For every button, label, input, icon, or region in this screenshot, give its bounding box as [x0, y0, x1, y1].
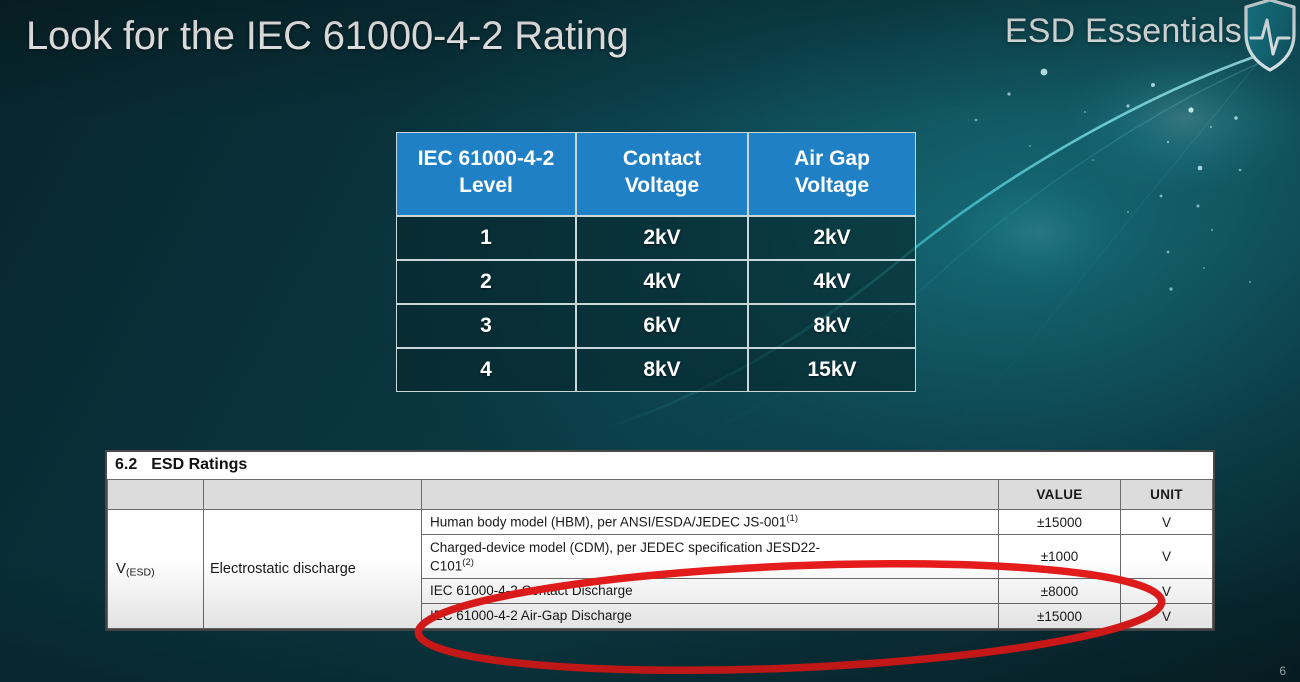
cell-airgap: 8kV: [748, 303, 916, 348]
cell-contact: 4kV: [576, 259, 748, 304]
cell-contact: 8kV: [576, 347, 748, 392]
cell-unit: V: [1120, 534, 1213, 580]
cell-value: ±8000: [998, 578, 1121, 605]
header-blank-3: [421, 479, 999, 510]
page-title: Look for the IEC 61000-4-2 Rating: [26, 14, 629, 58]
cell-description: Human body model (HBM), per ANSI/ESDA/JE…: [421, 508, 999, 536]
cell-contact: 2kV: [576, 215, 748, 260]
esd-ratings-table: VALUE UNIT V(ESD) Electrostatic discharg…: [107, 479, 1213, 630]
cell-level: 1: [396, 215, 576, 260]
header-blank-1: [107, 479, 204, 510]
cell-unit: V: [1120, 603, 1213, 630]
datasheet-header-row: VALUE UNIT: [107, 479, 1213, 510]
header-air-gap-voltage: Air Gap Voltage: [748, 132, 916, 216]
cell-description: Charged-device model (CDM), per JEDEC sp…: [421, 534, 999, 580]
cell-contact: 6kV: [576, 303, 748, 348]
cell-value: ±1000: [998, 534, 1121, 580]
cell-value: ±15000: [998, 603, 1121, 630]
cell-level: 3: [396, 303, 576, 348]
cell-unit: V: [1120, 578, 1213, 605]
iec-level-table: IEC 61000-4-2 Level Contact Voltage Air …: [396, 132, 916, 392]
page-number: 6: [1279, 664, 1286, 678]
header-unit: UNIT: [1120, 479, 1213, 510]
header-iec-level: IEC 61000-4-2 Level: [396, 132, 576, 216]
cell-symbol: V(ESD): [107, 508, 204, 630]
cell-airgap: 4kV: [748, 259, 916, 304]
cell-airgap: 2kV: [748, 215, 916, 260]
cell-airgap: 15kV: [748, 347, 916, 392]
table-row: V(ESD) Electrostatic discharge Human bod…: [107, 508, 1213, 630]
header-blank-2: [203, 479, 422, 510]
cell-parameter: Electrostatic discharge: [203, 508, 422, 630]
table-row: 2 4kV 4kV: [396, 259, 916, 304]
datasheet-excerpt: 6.2 ESD Ratings VALUE UNIT V(ESD) Electro…: [105, 450, 1215, 632]
cell-description: IEC 61000-4-2 Air-Gap Discharge: [421, 603, 999, 630]
brand-label: ESD Essentials: [1004, 12, 1242, 50]
header-contact-voltage: Contact Voltage: [576, 132, 748, 216]
section-title: ESD Ratings: [151, 456, 248, 473]
table-row: 1 2kV 2kV: [396, 215, 916, 260]
cell-value: ±15000: [998, 508, 1121, 536]
shield-heartbeat-icon: [1244, 0, 1296, 72]
table-row: 4 8kV 15kV: [396, 347, 916, 392]
header-value: VALUE: [998, 479, 1121, 510]
cell-description: IEC 61000-4-2 Contact Discharge: [421, 578, 999, 605]
table-header-row: IEC 61000-4-2 Level Contact Voltage Air …: [396, 132, 916, 216]
section-number: 6.2: [115, 456, 138, 473]
datasheet-section-heading: 6.2 ESD Ratings: [107, 452, 1213, 479]
table-row: 3 6kV 8kV: [396, 303, 916, 348]
cell-level: 2: [396, 259, 576, 304]
cell-unit: V: [1120, 508, 1213, 536]
cell-level: 4: [396, 347, 576, 392]
